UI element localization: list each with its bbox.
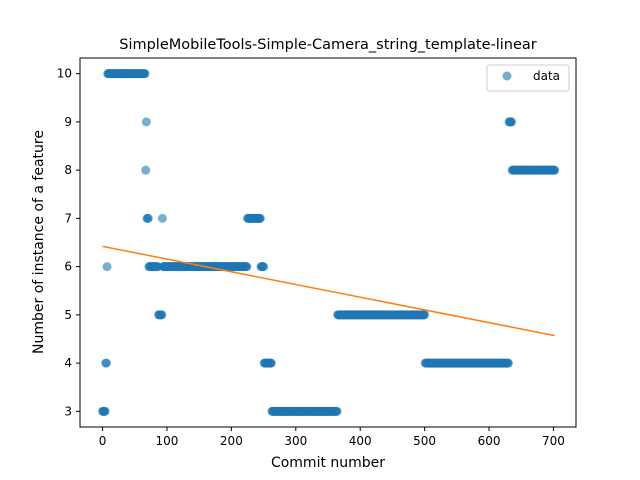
data-point — [101, 358, 111, 368]
x-tick-label: 100 — [156, 434, 179, 448]
data-point — [102, 262, 112, 272]
x-axis-label: Commit number — [271, 455, 385, 471]
data-point — [255, 213, 265, 223]
x-tick-label: 400 — [349, 434, 372, 448]
x-tick-label: 500 — [413, 434, 436, 448]
x-tick-label: 200 — [220, 434, 243, 448]
y-tick-label: 8 — [64, 163, 72, 177]
y-axis-ticks: 3 4 5 6 7 8 9 10 — [57, 67, 80, 418]
data-point — [140, 69, 150, 79]
data-point — [259, 262, 269, 272]
data-point — [242, 262, 252, 272]
data-point — [157, 310, 167, 320]
data-point — [503, 358, 513, 368]
x-axis-ticks: 0 100 200 300 400 500 600 700 — [99, 427, 565, 448]
x-tick-label: 600 — [478, 434, 501, 448]
legend-label-data: data — [533, 69, 560, 83]
data-point — [420, 310, 430, 320]
data-point — [157, 213, 167, 223]
legend-marker — [502, 71, 512, 81]
y-tick-label: 7 — [64, 211, 72, 225]
y-tick-label: 9 — [64, 115, 72, 129]
data-point — [550, 165, 560, 175]
y-tick-label: 5 — [64, 308, 72, 322]
data-point — [143, 213, 153, 223]
y-axis-label: Number of instance of a feature — [31, 130, 47, 354]
data-point — [141, 117, 151, 127]
chart-title: SimpleMobileTools-Simple-Camera_string_t… — [119, 37, 537, 53]
linear-fit-line — [102, 245, 555, 337]
x-tick-label: 0 — [99, 434, 107, 448]
data-point — [141, 165, 151, 175]
y-tick-label: 6 — [64, 260, 72, 274]
data-point — [332, 406, 342, 416]
plot-frame — [79, 57, 577, 428]
legend-box — [486, 64, 570, 92]
legend: data — [486, 64, 570, 92]
data-point — [100, 406, 110, 416]
data-point — [266, 358, 276, 368]
x-tick-label: 300 — [284, 434, 307, 448]
data-point — [507, 117, 517, 127]
y-tick-label: 3 — [64, 404, 72, 418]
y-tick-label: 4 — [64, 356, 72, 370]
x-tick-label: 700 — [542, 434, 565, 448]
data-layer — [98, 69, 560, 416]
y-tick-label: 10 — [57, 67, 72, 81]
